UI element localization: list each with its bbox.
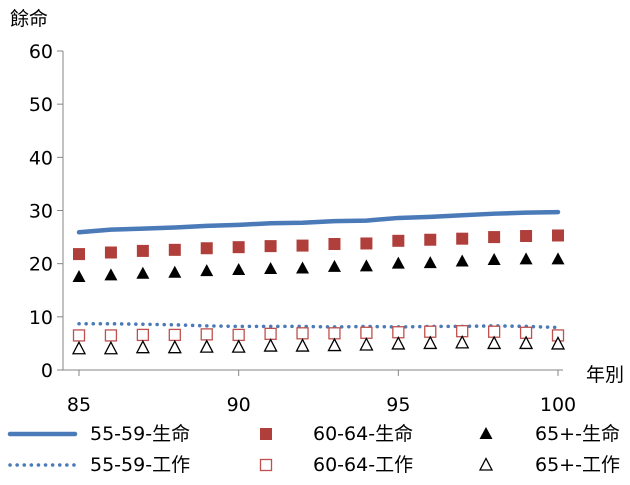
data-point bbox=[264, 240, 277, 253]
y-tick-label: 20 bbox=[29, 254, 53, 276]
series-2 bbox=[73, 229, 564, 261]
data-point bbox=[295, 338, 310, 352]
data-point bbox=[200, 328, 213, 341]
data-point bbox=[518, 335, 534, 350]
data-point bbox=[391, 336, 406, 350]
data-point bbox=[360, 326, 373, 339]
legend-item-4: 55-59-工作 bbox=[8, 454, 190, 476]
data-point bbox=[391, 256, 405, 269]
series-3 bbox=[72, 252, 565, 282]
x-axis-title: 年別 bbox=[586, 364, 624, 386]
legend-label: 60-64-工作 bbox=[313, 454, 413, 476]
legend-label: 55-59-工作 bbox=[90, 454, 190, 476]
y-tick-label: 60 bbox=[29, 41, 53, 63]
legend-swatch bbox=[479, 427, 493, 439]
legend-label: 65+-生命 bbox=[535, 423, 620, 445]
y-tick-label: 40 bbox=[29, 147, 53, 169]
series-line-4 bbox=[77, 321, 560, 330]
data-point bbox=[264, 327, 277, 340]
data-point bbox=[359, 337, 374, 351]
legend-item-2: 60-64-生命 bbox=[260, 423, 413, 445]
data-point bbox=[360, 237, 373, 250]
y-tick-label: 30 bbox=[29, 201, 53, 223]
data-point bbox=[455, 334, 470, 349]
data-point bbox=[296, 327, 309, 340]
data-point bbox=[72, 329, 86, 342]
data-point bbox=[328, 237, 341, 250]
data-point bbox=[328, 327, 341, 340]
legend-item-6: 65+-工作 bbox=[478, 454, 620, 476]
data-point bbox=[392, 234, 405, 247]
data-point bbox=[296, 261, 310, 274]
y-axis-title: 餘命 bbox=[10, 8, 48, 30]
series-1 bbox=[76, 209, 561, 235]
legend-swatch bbox=[259, 458, 273, 472]
axes: 0 10 20 30 40 50 60 85 90 95 100 bbox=[29, 41, 576, 416]
plot-area bbox=[71, 209, 566, 355]
data-point bbox=[104, 246, 117, 259]
data-point bbox=[488, 231, 501, 244]
data-point bbox=[104, 329, 118, 342]
data-point bbox=[73, 248, 85, 261]
data-point bbox=[487, 335, 502, 350]
data-point bbox=[232, 263, 246, 276]
legend-swatch bbox=[260, 428, 272, 440]
legend-label: 65+-工作 bbox=[535, 454, 620, 476]
x-tick-label: 85 bbox=[67, 394, 91, 416]
series-line-1 bbox=[76, 209, 561, 235]
x-tick-label: 90 bbox=[227, 394, 251, 416]
data-point bbox=[231, 339, 246, 353]
data-point bbox=[552, 229, 564, 242]
data-point bbox=[423, 256, 437, 269]
data-point bbox=[136, 266, 150, 279]
series-4 bbox=[77, 321, 560, 330]
data-point bbox=[168, 243, 181, 256]
data-point bbox=[550, 336, 566, 350]
data-point bbox=[456, 232, 469, 245]
y-tick-label: 50 bbox=[29, 94, 53, 116]
data-point bbox=[136, 328, 150, 342]
data-point bbox=[200, 242, 213, 255]
legend-item-3: 65+-生命 bbox=[479, 423, 620, 445]
y-tick-label: 10 bbox=[29, 307, 53, 329]
data-point bbox=[199, 339, 214, 353]
y-tick-label: 0 bbox=[41, 360, 53, 382]
data-point bbox=[520, 230, 533, 243]
data-point bbox=[264, 261, 278, 274]
data-point bbox=[296, 239, 309, 252]
data-point bbox=[167, 339, 182, 354]
data-point bbox=[232, 328, 245, 342]
data-point bbox=[327, 337, 342, 352]
data-point bbox=[103, 340, 119, 355]
legend-item-5: 60-64-工作 bbox=[259, 454, 413, 476]
legend-label: 55-59-生命 bbox=[90, 423, 190, 445]
data-point bbox=[327, 259, 341, 272]
data-point bbox=[72, 269, 86, 282]
data-point bbox=[104, 268, 118, 281]
x-tick-label: 100 bbox=[540, 394, 576, 416]
data-point bbox=[551, 252, 565, 265]
data-point bbox=[200, 264, 214, 277]
legend-item-1: 55-59-生命 bbox=[7, 423, 190, 445]
series-5 bbox=[72, 325, 565, 342]
data-point bbox=[168, 265, 182, 278]
x-tick-label: 95 bbox=[386, 394, 410, 416]
legend: 55-59-生命 60-64-生命 65+-生命 55-59-工作 60-64-工作 65… bbox=[7, 423, 620, 476]
data-point bbox=[359, 259, 373, 272]
data-point bbox=[232, 241, 245, 254]
legend-label: 60-64-生命 bbox=[313, 423, 413, 445]
data-point bbox=[423, 335, 438, 350]
legend-swatch bbox=[478, 457, 494, 471]
data-point bbox=[168, 328, 181, 342]
data-point bbox=[136, 244, 149, 257]
data-point bbox=[263, 338, 278, 352]
data-point bbox=[455, 254, 469, 267]
data-point bbox=[424, 233, 437, 246]
data-point bbox=[71, 340, 87, 355]
series-6 bbox=[71, 334, 566, 355]
data-point bbox=[519, 252, 533, 265]
data-point bbox=[487, 252, 501, 265]
data-point bbox=[135, 339, 150, 354]
